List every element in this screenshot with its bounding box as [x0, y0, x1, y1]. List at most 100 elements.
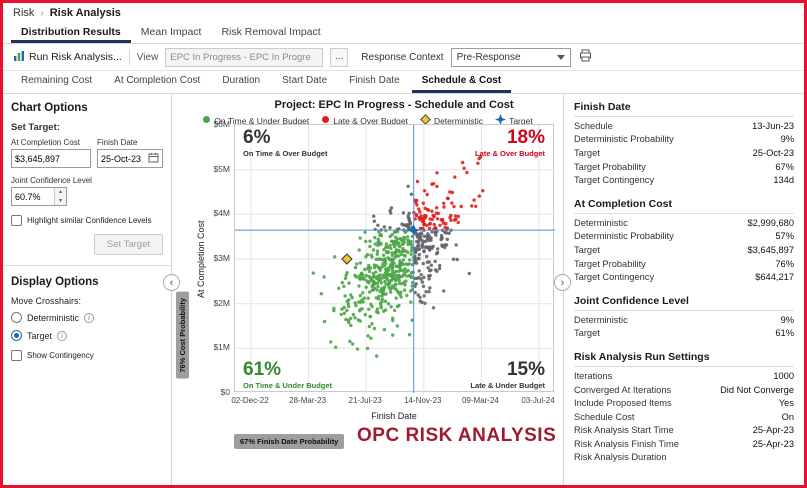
detail-value: $3,645,897	[747, 244, 794, 255]
info-icon[interactable]: i	[84, 312, 95, 323]
scatter-plot[interactable]: 6% On Time & Over Budget 18% Late & Over Bu…	[234, 124, 555, 393]
view-browse-button[interactable]: ...	[330, 47, 349, 67]
collapse-right-panel-button[interactable]: ›	[554, 274, 571, 291]
detail-label: Converged At Iterations	[574, 384, 672, 395]
quadrant-label-top-right: 18% Late & Over Budget	[474, 127, 545, 158]
detail-row-iterations: Iterations 1000	[574, 369, 794, 383]
view-select[interactable]: EPC In Progress - EPC In Progre	[165, 47, 324, 67]
x-tick-label: 09-Mar-24	[461, 396, 499, 405]
detail-label: Include Proposed Items	[574, 398, 672, 409]
subtab-duration[interactable]: Duration	[222, 75, 261, 86]
tab-mean-impact[interactable]: Mean Impact	[140, 25, 202, 38]
detail-row-target: Target 25-Oct-23	[574, 146, 794, 160]
detail-label: Target Probability	[574, 258, 646, 269]
crosshair-target-label: Target	[27, 330, 53, 341]
subtab-at-completion-cost[interactable]: At Completion Cost	[114, 75, 201, 86]
details-panel: Finish Date Schedule 13-Jun-23 Deterministi…	[563, 94, 804, 485]
detail-label: Target Contingency	[574, 272, 655, 283]
legend-item-late-over-budget[interactable]: Late & Over Budget	[321, 114, 408, 127]
crosshair-deterministic-label: Deterministic	[27, 312, 80, 323]
subtab-schedule-cost[interactable]: Schedule & Cost	[411, 71, 512, 93]
at-completion-cost-input[interactable]	[11, 149, 91, 168]
response-context-label: Response Context	[361, 51, 444, 63]
crosshair-target-radio[interactable]	[11, 330, 22, 341]
spinner-up-icon[interactable]: ▲	[55, 188, 66, 197]
detail-row-target-contingency: Target Contingency 134d	[574, 173, 794, 187]
detail-value: 1000	[773, 370, 794, 381]
toolbar-separator	[128, 49, 130, 65]
calendar-icon[interactable]	[148, 152, 159, 165]
star-marker-icon	[495, 114, 507, 127]
set-target-button[interactable]: Set Target	[93, 234, 163, 255]
breadcrumb-root[interactable]: Risk	[13, 7, 35, 19]
print-button[interactable]	[578, 48, 593, 66]
show-contingency-checkbox[interactable]	[11, 350, 22, 361]
toolbar: Run Risk Analysis... View EPC In Progres…	[3, 44, 804, 71]
y-tick-label: $4M	[213, 208, 230, 219]
response-context-select[interactable]: Pre-Response	[450, 47, 571, 67]
detail-label: Target Contingency	[574, 175, 655, 186]
x-tick-label: 21-Jul-23	[348, 396, 382, 405]
legend-label: Deterministic	[433, 115, 484, 126]
subtab-finish-date[interactable]: Finish Date	[349, 75, 400, 86]
finish-date-input[interactable]	[98, 150, 148, 167]
set-target-heading: Set Target:	[11, 122, 60, 133]
detail-value: 9%	[780, 134, 794, 145]
section-title: Finish Date	[574, 96, 794, 117]
spinner-down-icon[interactable]: ▼	[55, 196, 66, 205]
y-tick-label: $5M	[213, 163, 230, 174]
move-crosshairs-label: Move Crosshairs:	[11, 296, 82, 306]
detail-value: 134d	[773, 175, 794, 186]
detail-label: Target	[574, 147, 600, 158]
detail-row-target: Target 61%	[574, 327, 794, 341]
detail-row-risk-analysis-duration: Risk Analysis Duration	[574, 451, 794, 465]
quadrant-label-bottom-left: 61% On Time & Under Budget	[243, 359, 333, 390]
y-tick-label: $3M	[213, 253, 230, 263]
crosshair-deterministic-radio[interactable]	[11, 312, 22, 323]
detail-label: Risk Analysis Start Time	[574, 425, 674, 436]
tab-distribution-results[interactable]: Distribution Results	[11, 23, 131, 43]
section-title: Joint Confidence Level	[574, 290, 794, 311]
highlight-confidence-label: Highlight similar Confidence Levels	[27, 216, 152, 225]
breadcrumb-current: Risk Analysis	[49, 7, 121, 19]
joint-confidence-input[interactable]	[12, 188, 54, 205]
circle-marker-icon	[202, 115, 211, 126]
x-tick-label: 02-Dec-22	[231, 396, 269, 405]
detail-value: On	[781, 411, 794, 422]
detail-value: 67%	[775, 161, 794, 172]
detail-value: 76%	[775, 258, 794, 269]
detail-value: $2,999,680	[747, 217, 794, 228]
detail-value: 13-Jun-23	[752, 120, 794, 131]
detail-label: Target Probability	[574, 161, 646, 172]
detail-row-risk-analysis-start-time: Risk Analysis Start Time 25-Apr-23	[574, 424, 794, 438]
legend-item-target[interactable]: Target	[495, 114, 533, 127]
content: Chart Options Set Target: At Completion …	[3, 94, 804, 485]
circle-marker-icon	[321, 115, 330, 126]
tab-risk-removal-impact[interactable]: Risk Removal Impact	[221, 25, 321, 38]
info-icon[interactable]: i	[57, 330, 68, 341]
detail-row-target: Target $3,645,897	[574, 243, 794, 257]
legend-label: Target	[509, 115, 533, 126]
at-completion-cost-label: At Completion Cost	[11, 138, 80, 147]
detail-label: Schedule Cost	[574, 411, 635, 422]
detail-label: Target	[574, 244, 600, 255]
detail-row-deterministic: Deterministic $2,999,680	[574, 216, 794, 230]
detail-value: 9%	[780, 314, 794, 325]
subtab-start-date[interactable]: Start Date	[282, 75, 328, 86]
detail-row-deterministic-probability: Deterministic Probability 57%	[574, 230, 794, 244]
subtab-remaining-cost[interactable]: Remaining Cost	[21, 75, 93, 86]
run-risk-analysis-button[interactable]: Run Risk Analysis...	[13, 50, 122, 65]
details-section-risk-analysis-run-settings: Risk Analysis Run Settings Iterations 1000…	[574, 346, 794, 464]
collapse-left-panel-button[interactable]: ‹	[163, 274, 180, 291]
detail-row-target-probability: Target Probability 67%	[574, 160, 794, 174]
detail-value: $644,217	[755, 272, 794, 283]
y-tick-label: $0	[220, 387, 230, 397]
breadcrumb: Risk › Risk Analysis	[3, 3, 804, 23]
chevron-down-icon	[556, 54, 565, 60]
detail-row-include-proposed-items: Include Proposed Items Yes	[574, 396, 794, 410]
scatter-plot-canvas[interactable]	[235, 125, 555, 393]
highlight-confidence-checkbox[interactable]	[11, 215, 22, 226]
legend-item-on-time-under-budget[interactable]: On Time & Under Budget	[202, 114, 309, 127]
x-axis-label: Finish Date	[371, 411, 417, 421]
